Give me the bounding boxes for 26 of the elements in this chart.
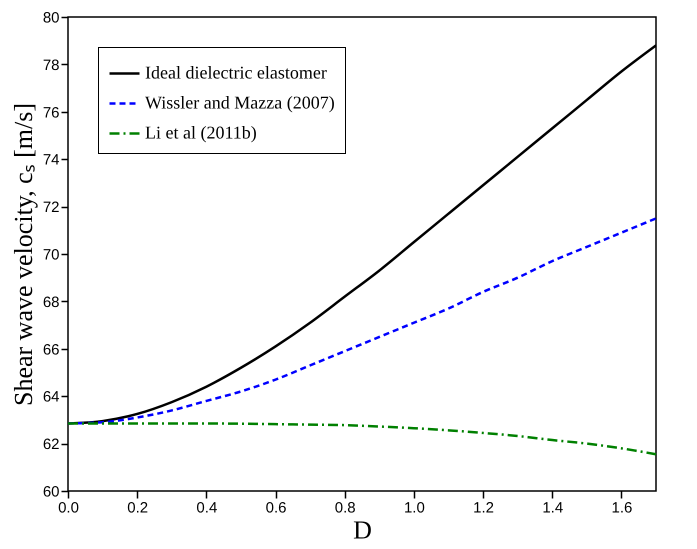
x-tick-label: 0.4 [196,500,218,516]
y-tick-label: 62 [42,436,60,454]
y-tick-label: 74 [42,152,60,169]
x-tick-label: 0.2 [127,500,148,516]
y-tick-label: 70 [42,246,60,264]
legend-label: Ideal dielectric elastomer [145,62,327,82]
y-tick-label: 78 [42,56,60,74]
y-tick-label: 60 [42,484,60,500]
y-axis-title: Shear wave velocity, cₛ [m/s] [8,102,38,406]
legend-label: Wissler and Mazza (2007) [145,92,335,112]
x-tick-label: 0.6 [266,500,286,516]
y-tick-label: 72 [42,199,60,216]
y-tick-label: 80 [42,10,60,26]
x-tick-label: 0.8 [334,500,356,516]
y-tick-label: 64 [42,388,60,406]
y-tick-label: 68 [42,294,60,311]
line-series [66,422,658,456]
x-tick-label: 1.4 [542,500,564,516]
x-axis-title: D [353,516,372,544]
x-tick-label: 1.0 [404,500,425,516]
x-tick-label: 1.6 [611,500,632,516]
y-tick-label: 66 [42,341,60,358]
x-tick-label: 0.0 [58,500,79,516]
y-tick-label: 76 [42,104,60,122]
legend-label: Li et al (2011b) [145,122,257,142]
x-tick-label: 1.2 [473,500,494,516]
